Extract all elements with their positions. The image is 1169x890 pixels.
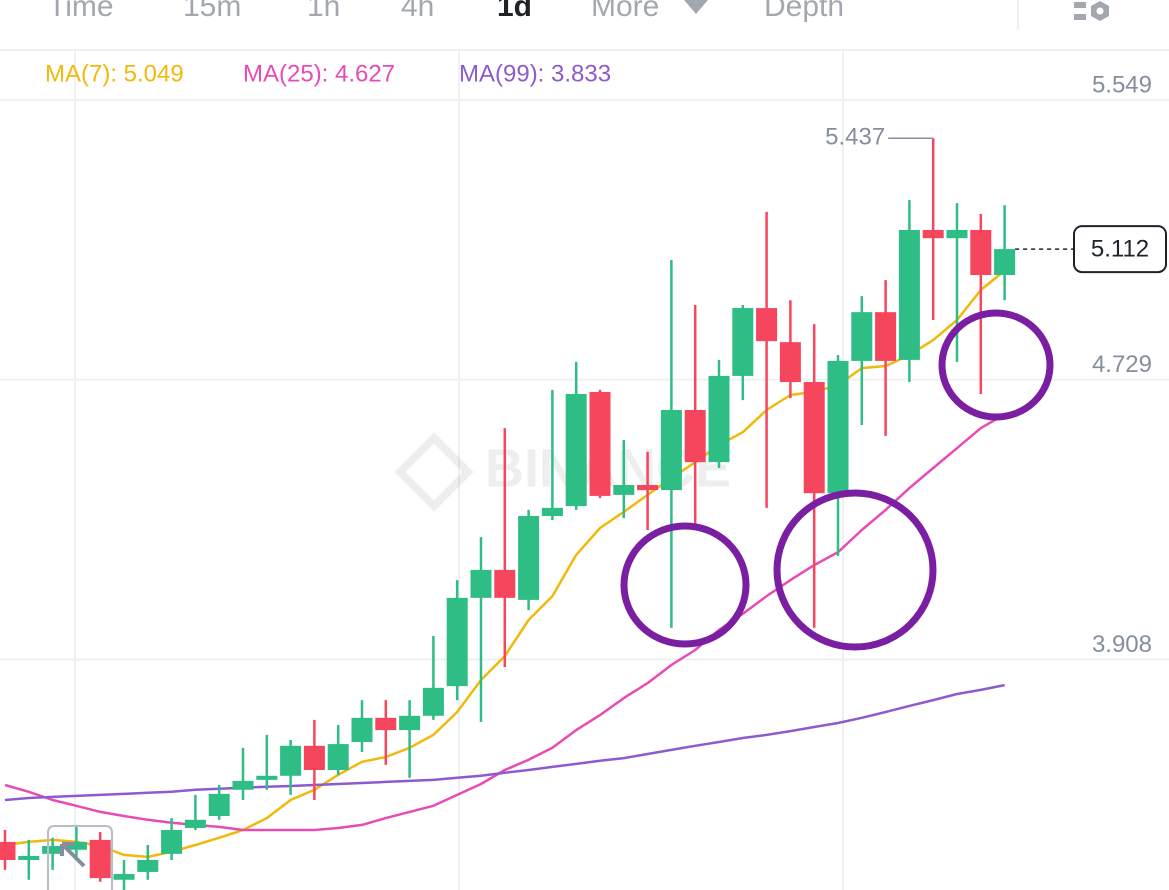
candle-body <box>208 793 230 817</box>
y-tick-label: 3.908 <box>1092 631 1152 658</box>
last-price-label: 5.112 <box>1091 235 1149 262</box>
toolbar: Time 15m 1h 4h 1d More Depth <box>48 0 1109 30</box>
candle-body <box>232 780 254 790</box>
candle-body <box>42 846 64 854</box>
tab-time[interactable]: Time <box>48 0 114 23</box>
ma-line <box>4 683 1005 802</box>
candle-body <box>922 230 944 239</box>
candle-body <box>351 717 373 743</box>
tab-more[interactable]: More <box>591 0 659 23</box>
candle-body <box>756 308 778 342</box>
settings-icon-bar <box>1074 14 1086 20</box>
candle-body <box>161 830 183 854</box>
candle-body <box>732 308 754 376</box>
annotation-circle <box>620 522 750 648</box>
tab-1d[interactable]: 1d <box>497 0 532 23</box>
candle-body <box>256 775 278 780</box>
candle-body <box>541 507 563 517</box>
tab-15m[interactable]: 15m <box>183 0 241 23</box>
candle-body <box>637 485 659 491</box>
candle-body <box>684 410 706 463</box>
legend-ma99: MA(99): 3.833 <box>459 60 611 87</box>
tool-button[interactable] <box>47 825 113 890</box>
candle-body <box>565 393 587 507</box>
more-caret[interactable] <box>684 0 708 14</box>
candle-body <box>470 569 492 598</box>
watermark-logo <box>394 432 474 512</box>
legend: MA(7): 5.049 MA(25): 4.627 MA(99): 3.833 <box>45 60 611 87</box>
candle-body <box>803 382 825 494</box>
candle-body <box>518 516 540 600</box>
y-tick-label: 5.549 <box>1092 71 1152 98</box>
legend-ma7: MA(7): 5.049 <box>45 60 184 87</box>
candle-body <box>589 391 611 496</box>
candle-body <box>898 230 920 360</box>
high-label: 5.437 <box>825 124 885 151</box>
candle-body <box>303 745 325 770</box>
candle-body <box>0 841 16 860</box>
candle-body <box>18 855 40 860</box>
candle-body <box>137 860 159 872</box>
candle-body <box>827 360 849 494</box>
tab-depth[interactable]: Depth <box>764 0 844 23</box>
candle-body <box>89 839 111 879</box>
settings-icon-hole <box>1096 7 1104 15</box>
candle-body <box>660 410 682 491</box>
annotation-circle <box>773 489 937 651</box>
annotation-circle <box>938 309 1054 421</box>
legend-ma25: MA(25): 4.627 <box>243 60 395 87</box>
candle-body <box>375 717 397 731</box>
candle-body <box>399 715 421 731</box>
y-tick-label: 4.729 <box>1092 351 1152 378</box>
candle-body <box>327 744 349 770</box>
labels: 5.549 4.729 3.908 5.437 5.112 <box>825 71 1167 658</box>
candle-body <box>184 819 206 828</box>
tab-1h[interactable]: 1h <box>307 0 340 23</box>
annotations <box>620 309 1054 651</box>
candle-body <box>65 841 87 850</box>
tool-button-icon <box>60 842 86 868</box>
candles <box>0 138 1016 890</box>
settings-icon-bar <box>1074 2 1086 8</box>
candle-body <box>446 597 468 687</box>
candle-body <box>113 873 135 880</box>
candle-body <box>613 485 635 495</box>
candle-body <box>280 745 302 776</box>
tab-4h[interactable]: 4h <box>401 0 434 23</box>
candle-body <box>994 249 1016 275</box>
candle-body <box>708 375 730 463</box>
candle-body <box>851 312 873 361</box>
candle-body <box>422 687 444 716</box>
candle-body <box>946 230 968 239</box>
candle-body <box>494 569 516 598</box>
grid <box>0 99 1169 661</box>
last-price-box <box>1073 225 1167 274</box>
candle-body <box>875 312 897 361</box>
candle-body <box>779 342 801 383</box>
tool-button-frame <box>47 825 113 890</box>
candle-body <box>970 230 992 275</box>
settings-icon[interactable] <box>1074 1 1109 21</box>
